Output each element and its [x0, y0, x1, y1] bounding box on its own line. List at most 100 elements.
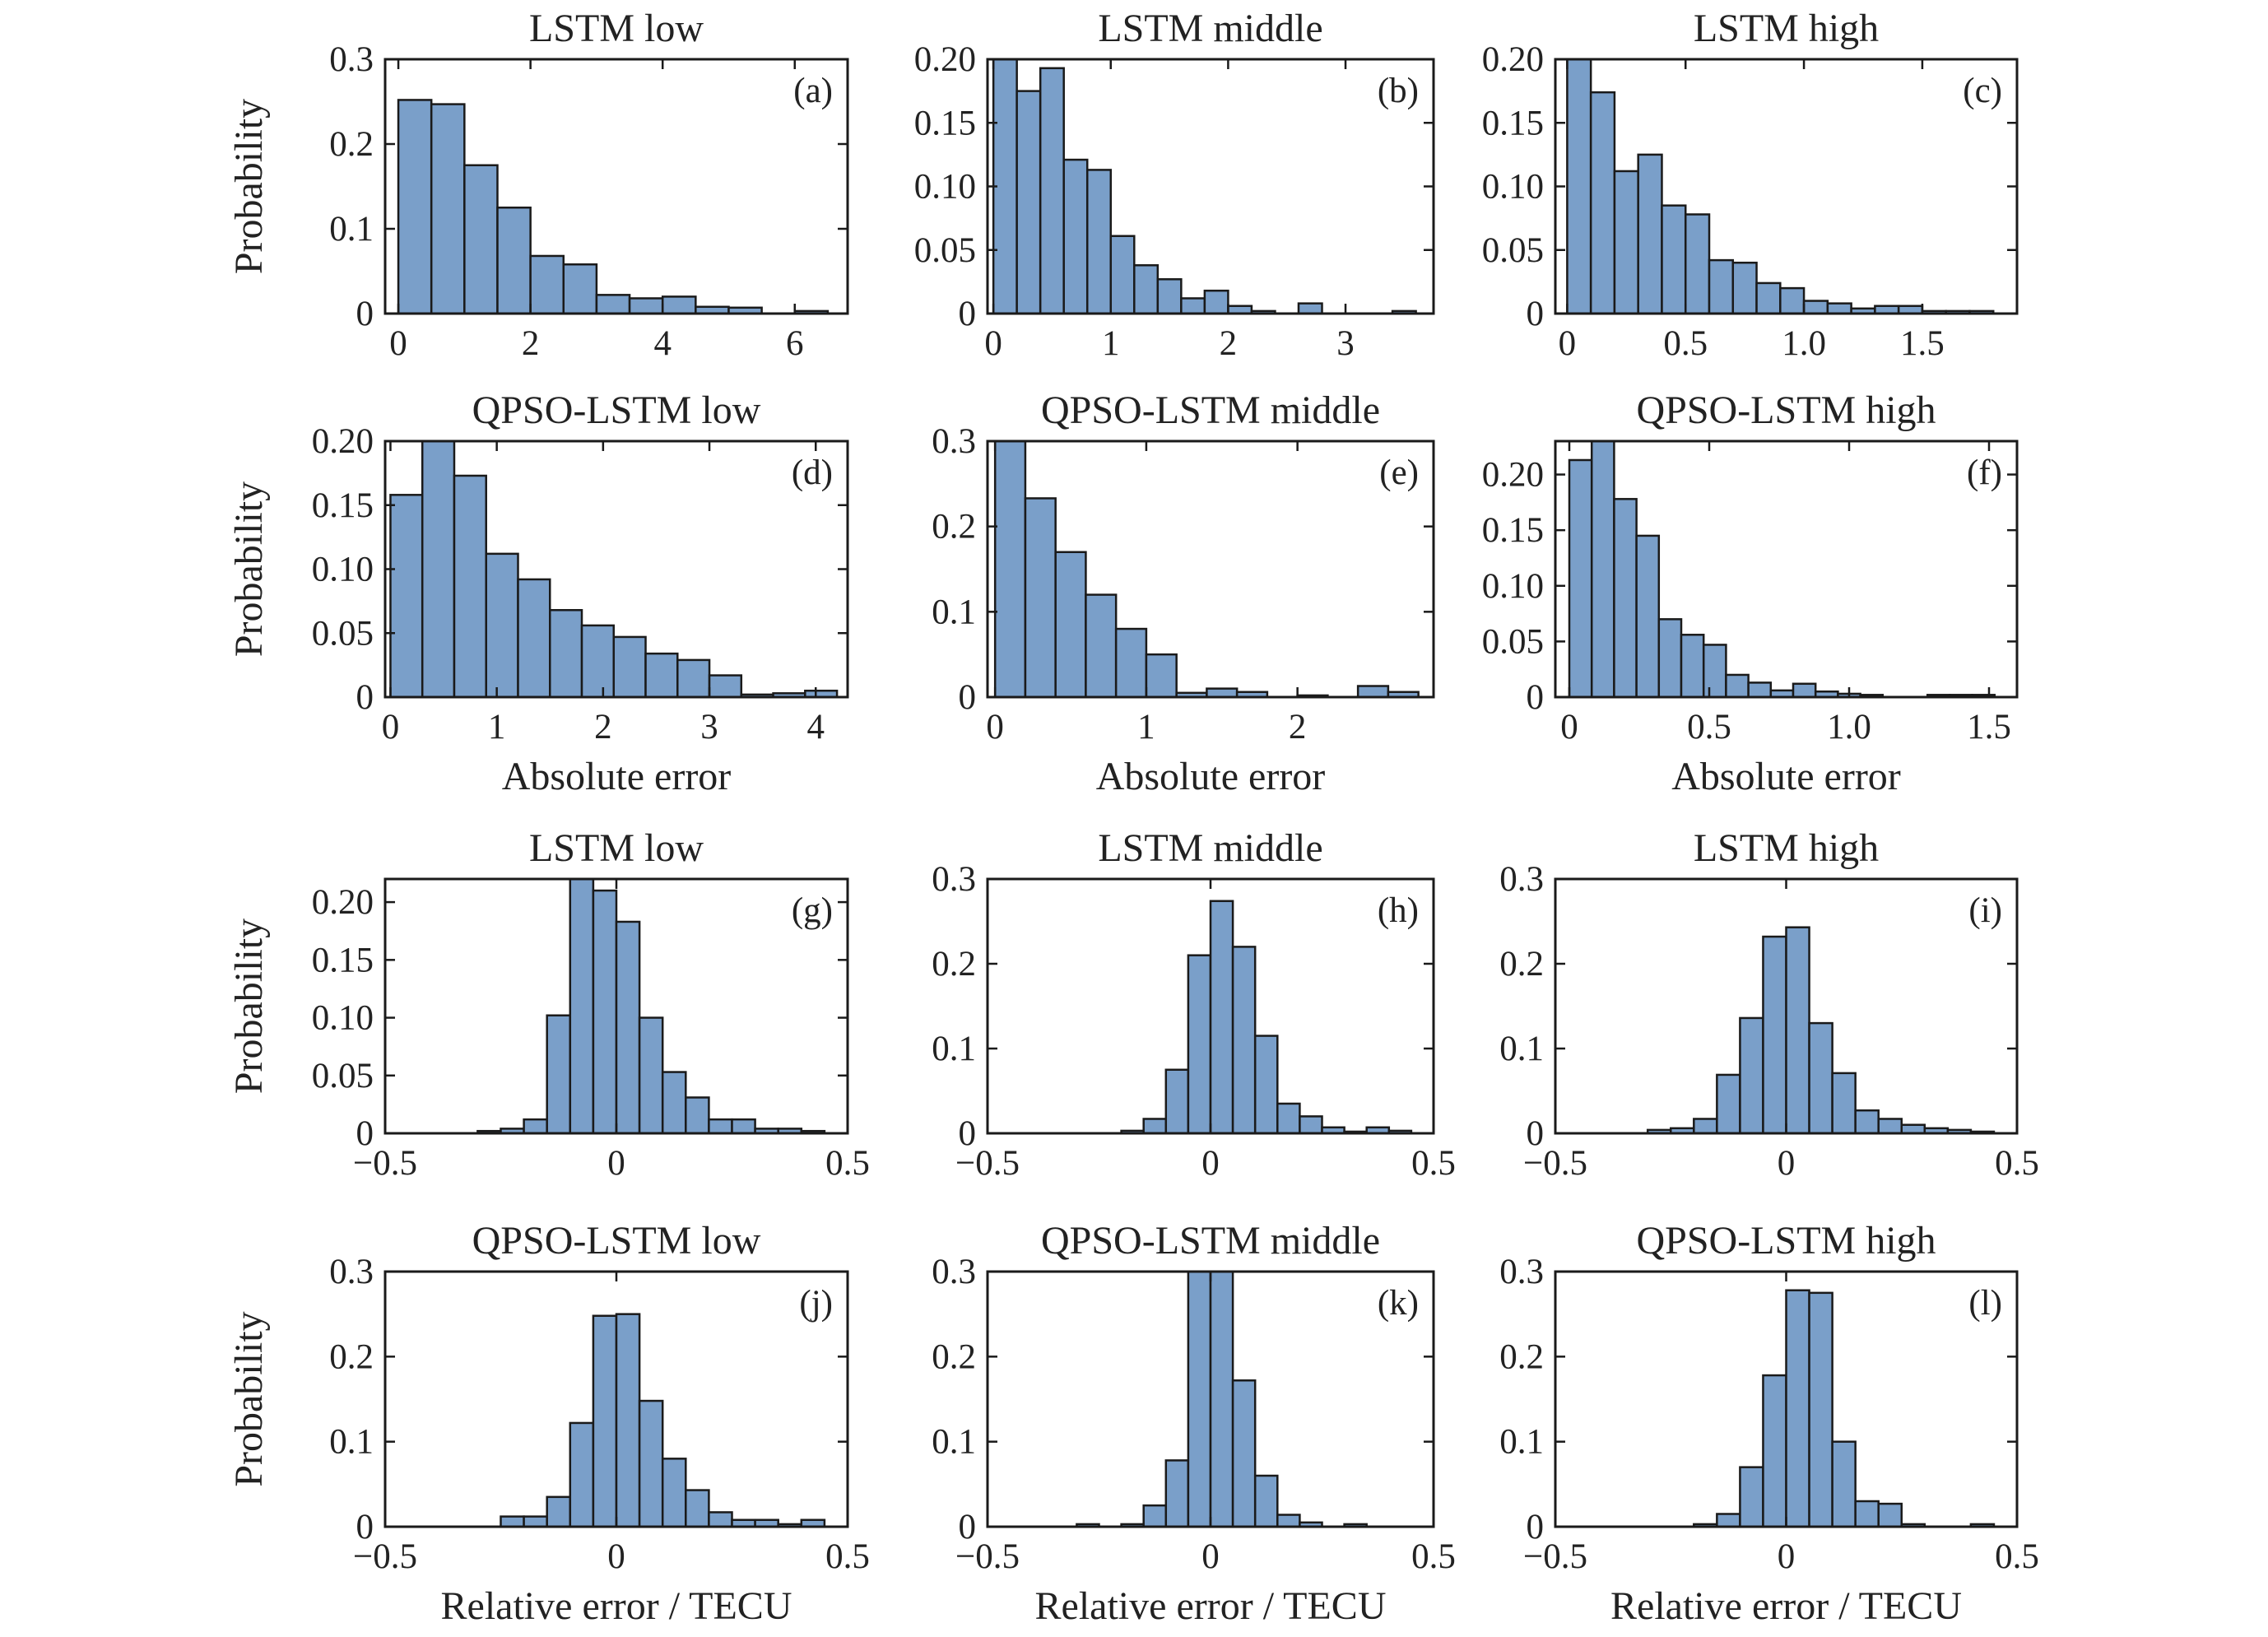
histogram-bar	[1635, 534, 1661, 699]
x-tick-label: 0.5	[1687, 708, 1731, 746]
histogram-bar	[1180, 297, 1206, 315]
x-axis-label: Absolute error	[1671, 755, 1901, 798]
x-tick-label: −0.5	[353, 1144, 417, 1183]
histogram-bar	[1054, 551, 1087, 699]
histogram-bar	[1187, 1270, 1212, 1528]
histogram-bar	[1725, 673, 1750, 699]
histogram-bar	[685, 1096, 710, 1135]
x-tick-label: 3	[700, 708, 718, 746]
histogram-bar	[569, 1421, 595, 1528]
histogram-bar	[1684, 213, 1711, 315]
histogram-bar	[1231, 1379, 1257, 1528]
y-tick-label: 0.3	[329, 40, 374, 79]
x-tick-label: −0.5	[955, 1144, 1020, 1183]
x-tick-label: 0	[382, 708, 400, 746]
histogram-bar	[612, 635, 647, 699]
histogram-bar	[1613, 498, 1638, 699]
y-tick-label: 0.05	[312, 1057, 374, 1095]
x-tick-label: 0.5	[825, 1144, 870, 1183]
histogram-bar	[1156, 278, 1183, 315]
y-tick-label: 0	[1527, 295, 1545, 333]
y-tick-label: 0	[356, 678, 374, 717]
y-tick-label: 0.20	[312, 422, 374, 461]
histogram-bar	[397, 99, 433, 315]
histogram-bar	[496, 207, 532, 315]
x-tick-label: −0.5	[353, 1537, 417, 1576]
x-tick-label: 1	[1102, 324, 1120, 363]
histogram-bar	[993, 439, 1027, 699]
histogram-bar	[1142, 1504, 1168, 1528]
y-tick-label: 0.20	[312, 883, 374, 922]
x-tick-label: 0.5	[1995, 1144, 2039, 1183]
histogram-bar	[1203, 289, 1229, 315]
histogram-bar	[1589, 91, 1616, 315]
x-tick-label: −0.5	[955, 1537, 1020, 1576]
histogram-bar	[569, 877, 595, 1135]
histogram-bar	[1253, 1035, 1279, 1135]
x-tick-label: 1.5	[1967, 708, 2011, 746]
histogram-bar	[1085, 593, 1118, 699]
y-tick-label: 0.05	[1482, 231, 1544, 270]
y-tick-label: 0.10	[1482, 567, 1544, 606]
histogram-bar	[615, 1313, 641, 1528]
histogram-bar	[1613, 170, 1639, 315]
histogram-bar	[1854, 1109, 1880, 1135]
y-tick-label: 0.1	[932, 593, 976, 631]
histogram-bar	[1747, 681, 1773, 699]
chart-panel: 0 1 2 0 0.1 0.2 0.3 QPSO-LSTM middle (e) Absolute…	[932, 388, 1435, 798]
histogram-bar	[1297, 302, 1323, 315]
histogram-bar	[1877, 1502, 1903, 1528]
chart-title: QPSO-LSTM low	[472, 1219, 761, 1263]
y-tick-label: 0.15	[914, 104, 976, 142]
histogram-bar	[1802, 300, 1829, 315]
histogram-bar	[546, 1495, 572, 1528]
histogram-bar	[1779, 286, 1806, 315]
histogram-bar	[1680, 634, 1705, 699]
x-axis-label: Relative error / TECU	[1035, 1584, 1387, 1628]
panel-label: (f)	[1967, 453, 2002, 492]
y-tick-label: 0.15	[312, 941, 374, 979]
y-tick-label: 0.2	[932, 1337, 976, 1376]
x-tick-label: 0	[1778, 1537, 1796, 1576]
histogram-bar	[1637, 153, 1663, 315]
histogram-bar	[1831, 1440, 1857, 1528]
histogram-bar	[1142, 1118, 1168, 1135]
plot-frame	[986, 439, 1435, 699]
y-axis-label: Probability	[227, 481, 271, 657]
y-tick-label: 0.3	[932, 1253, 976, 1291]
y-tick-label: 0	[959, 1114, 977, 1153]
histogram-bar	[592, 1314, 618, 1528]
y-axis-label: Probability	[227, 1311, 271, 1486]
histogram-bar	[1114, 627, 1148, 699]
x-tick-label: 2	[522, 324, 540, 363]
histogram-bar	[1693, 1118, 1718, 1135]
histogram-bar	[1831, 1072, 1857, 1135]
x-axis-label: Relative error / TECU	[1610, 1584, 1962, 1628]
x-axis-label: Relative error / TECU	[441, 1584, 792, 1628]
y-tick-label: 0.05	[312, 614, 374, 653]
panel-label: (i)	[1968, 891, 2002, 930]
histogram-bar	[1808, 1021, 1833, 1135]
y-tick-label: 0	[1527, 1508, 1545, 1546]
x-tick-label: 0.5	[1663, 324, 1708, 363]
histogram-bar	[661, 1458, 687, 1528]
chart-panel: 0 0.5 1.0 1.5 0 0.05 0.10 0.15 0.20 QPSO-LSTM hig…	[1482, 388, 2019, 798]
y-tick-label: 0.1	[329, 1423, 374, 1462]
histogram-bar	[1731, 261, 1758, 315]
histogram-bar	[430, 103, 466, 315]
y-tick-label: 0.1	[932, 1030, 976, 1068]
x-axis-label: Absolute error	[502, 755, 732, 798]
chart-title: LSTM high	[1694, 826, 1879, 870]
x-tick-label: 0	[1560, 708, 1578, 746]
panel-label: (k)	[1378, 1284, 1419, 1323]
histogram-bar	[1206, 687, 1239, 699]
histogram-bar	[708, 1118, 733, 1135]
chart-title: QPSO-LSTM high	[1636, 388, 1936, 432]
x-tick-label: 2	[1220, 324, 1238, 363]
histogram-bar	[1739, 1016, 1764, 1135]
y-tick-label: 0.2	[932, 508, 976, 546]
